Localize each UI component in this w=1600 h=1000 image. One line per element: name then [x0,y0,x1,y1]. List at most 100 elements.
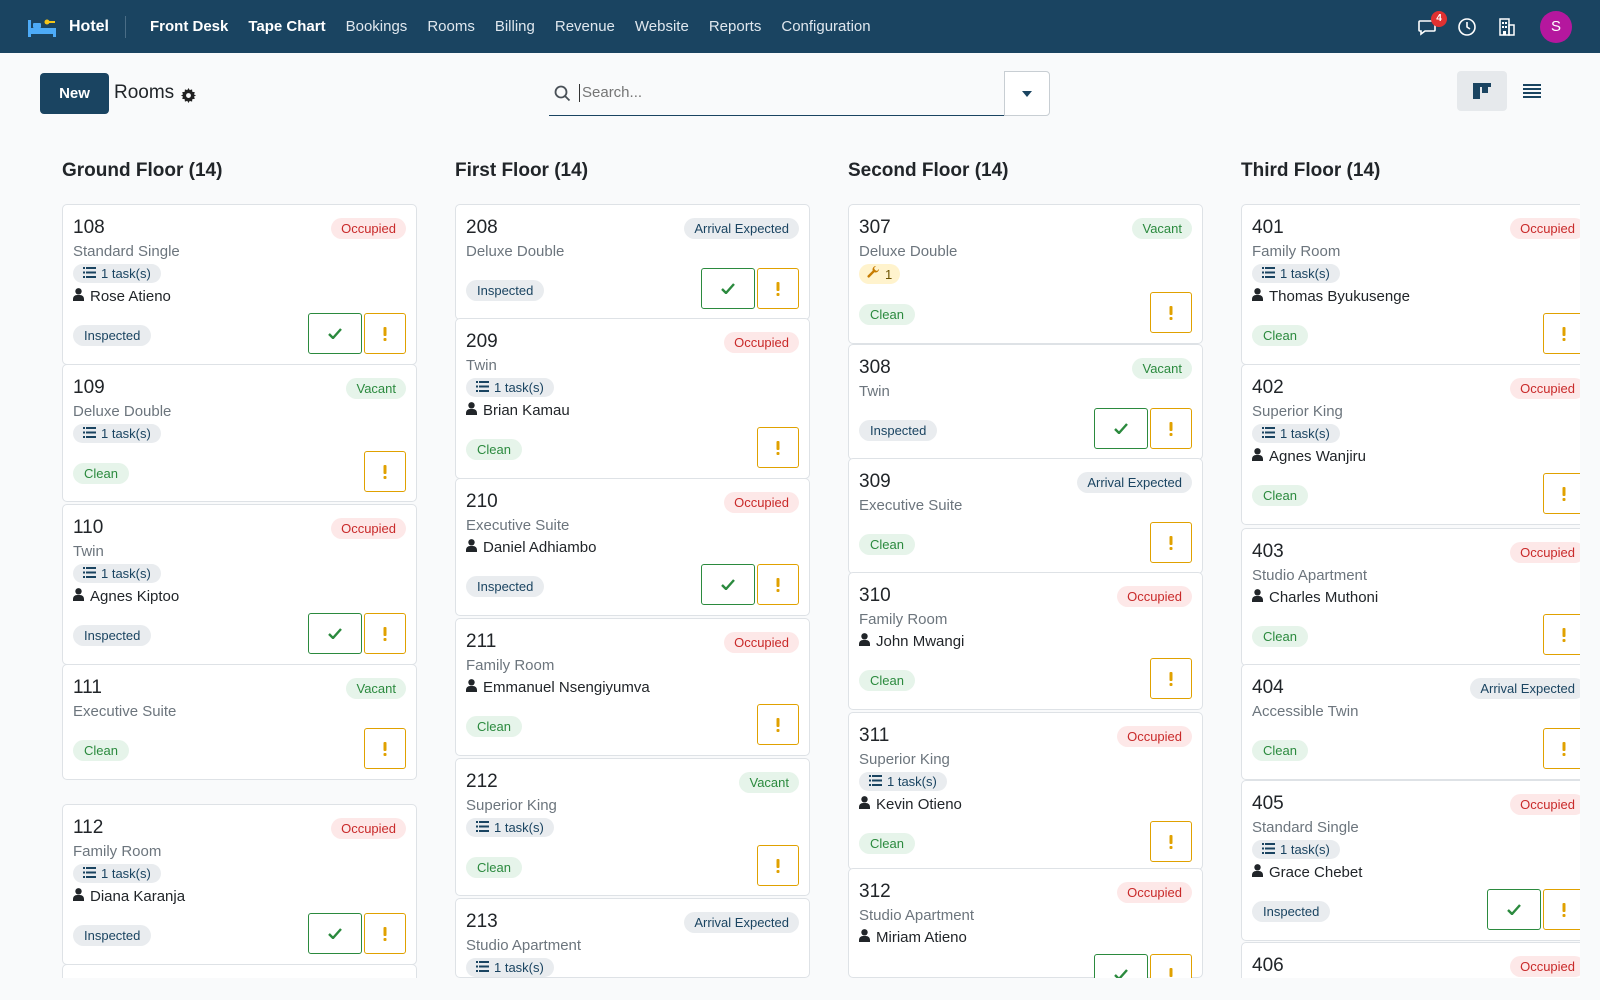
tasks-chip[interactable]: 1 task(s) [1252,264,1340,283]
room-card[interactable]: 402 Occupied Superior King 1 task(s) Agnes W… [1241,364,1580,525]
room-card[interactable]: 208 Arrival Expected Deluxe Double Inspecte… [455,204,810,320]
report-issue-button[interactable] [1543,889,1580,930]
kanban-view-button[interactable] [1457,71,1507,111]
tasks-chip[interactable]: 1 task(s) [466,958,554,977]
room-card[interactable]: 309 Arrival Expected Executive Suite Clean [848,458,1203,574]
mark-inspected-button[interactable] [1487,889,1541,930]
room-card[interactable]: 113 Occupied [62,964,417,978]
mark-inspected-button[interactable] [308,313,362,354]
room-card[interactable]: 210 Occupied Executive Suite Daniel Adhiamb… [455,478,810,616]
brand[interactable]: Hotel [0,0,126,53]
user-avatar[interactable]: S [1540,10,1572,43]
tasks-chip[interactable]: 1 task(s) [73,564,161,583]
tasks-chip[interactable]: 1 task(s) [466,818,554,837]
list-view-button[interactable] [1507,71,1557,111]
card-footer: Clean [1252,473,1580,514]
report-issue-button[interactable] [1150,658,1192,699]
report-issue-button[interactable] [364,913,406,954]
guest-name-text: Rose Atieno [90,288,171,305]
room-card[interactable]: 109 Vacant Deluxe Double 1 task(s) Clean [62,364,417,502]
room-card[interactable]: 213 Arrival Expected Studio Apartment 1 tas… [455,898,810,978]
building-icon[interactable] [1494,14,1520,40]
card-actions [701,564,799,605]
room-card[interactable]: 312 Occupied Studio Apartment Miriam Atieno [848,868,1203,978]
tasks-chip[interactable]: 1 task(s) [73,424,161,443]
report-issue-button[interactable] [1150,292,1192,333]
maintenance-chip[interactable]: 1 [859,264,901,284]
search-input[interactable] [579,84,979,102]
card-footer: Clean [1252,614,1580,655]
room-card[interactable]: 308 Vacant Twin Inspected [848,344,1203,460]
report-issue-button[interactable] [1543,728,1580,769]
tasks-chip[interactable]: 1 task(s) [1252,840,1340,859]
search-dropdown-toggle[interactable] [1004,71,1050,116]
new-button[interactable]: New [40,73,109,114]
room-card[interactable]: 110 Occupied Twin 1 task(s) Agnes Kiptoo Insp… [62,504,417,665]
room-card[interactable]: 405 Occupied Standard Single 1 task(s) Grace… [1241,780,1580,941]
menu-item-billing[interactable]: Billing [494,18,535,35]
room-card[interactable]: 403 Occupied Studio Apartment Charles Mutho… [1241,528,1580,666]
room-card[interactable]: 307 Vacant Deluxe Double 1 Clean [848,204,1203,344]
mark-inspected-button[interactable] [1094,954,1148,978]
menu-item-configuration[interactable]: Configuration [781,18,871,35]
tasks-chip[interactable]: 1 task(s) [466,378,554,397]
menu-item-tape-chart[interactable]: Tape Chart [248,18,326,35]
mark-inspected-button[interactable] [308,613,362,654]
breadcrumb: Rooms [114,82,197,104]
gear-icon[interactable] [181,87,197,103]
room-card[interactable]: 404 Arrival Expected Accessible Twin Clean [1241,664,1580,780]
tasks-chip[interactable]: 1 task(s) [73,264,161,283]
top-navbar: Hotel Front Desk Tape Chart Bookings Rooms B… [0,0,1600,53]
room-card[interactable]: 111 Vacant Executive Suite Clean [62,664,417,780]
report-issue-button[interactable] [1543,313,1580,354]
menu-item-rooms[interactable]: Rooms [427,18,475,35]
messages-icon[interactable]: 4 [1414,10,1447,40]
report-issue-button[interactable] [757,845,799,886]
report-issue-button[interactable] [1150,522,1192,563]
report-issue-button[interactable] [364,728,406,769]
card-actions [757,845,799,886]
report-issue-button[interactable] [1150,408,1192,449]
menu-item-front-desk[interactable]: Front Desk [150,18,229,35]
mark-inspected-button[interactable] [701,268,755,309]
room-card[interactable]: 108 Occupied Standard Single 1 task(s) Rose … [62,204,417,365]
room-card[interactable]: 310 Occupied Family Room John Mwangi Clean [848,572,1203,710]
report-issue-button[interactable] [364,313,406,354]
room-card[interactable]: 401 Occupied Family Room 1 task(s) Thomas By… [1241,204,1580,365]
report-issue-button[interactable] [757,704,799,745]
menu-item-reports[interactable]: Reports [708,18,762,35]
room-card[interactable]: 406 Occupied [1241,942,1580,978]
report-issue-button[interactable] [757,564,799,605]
card-footer: Inspected [73,913,406,954]
room-card[interactable]: 211 Occupied Family Room Emmanuel Nsengiyum… [455,618,810,756]
status-badge: Arrival Expected [1077,471,1192,493]
room-number: 402 [1252,377,1284,398]
card-footer: Clean [859,292,1192,333]
clock-icon[interactable] [1454,14,1480,40]
report-issue-button[interactable] [757,268,799,309]
mark-inspected-button[interactable] [308,913,362,954]
room-card[interactable]: 209 Occupied Twin 1 task(s) Brian Kamau Clean [455,318,810,479]
report-issue-button[interactable] [364,613,406,654]
card-actions [1543,728,1580,769]
report-issue-button[interactable] [1543,614,1580,655]
menu-item-revenue[interactable]: Revenue [554,18,615,35]
report-issue-button[interactable] [1543,473,1580,514]
room-card[interactable]: 112 Occupied Family Room 1 task(s) Diana Kar… [62,804,417,965]
report-issue-button[interactable] [1150,821,1192,862]
menu-item-bookings[interactable]: Bookings [345,18,408,35]
tasks-chip[interactable]: 1 task(s) [1252,424,1340,443]
room-card[interactable]: 212 Vacant Superior King 1 task(s) Clean [455,758,810,896]
mark-inspected-button[interactable] [701,564,755,605]
room-card[interactable]: 311 Occupied Superior King 1 task(s) Kevin O… [848,712,1203,870]
report-issue-button[interactable] [757,427,799,468]
tasks-chip[interactable]: 1 task(s) [73,864,161,883]
mark-inspected-button[interactable] [1094,408,1148,449]
tasks-chip[interactable]: 1 task(s) [859,772,947,791]
menu-item-website[interactable]: Website [634,18,689,35]
status-badge: Vacant [1132,217,1192,239]
report-issue-button[interactable] [1150,954,1192,978]
report-issue-button[interactable] [364,451,406,492]
exclamation-icon [1169,421,1173,436]
status-badge: Occupied [1510,793,1580,815]
